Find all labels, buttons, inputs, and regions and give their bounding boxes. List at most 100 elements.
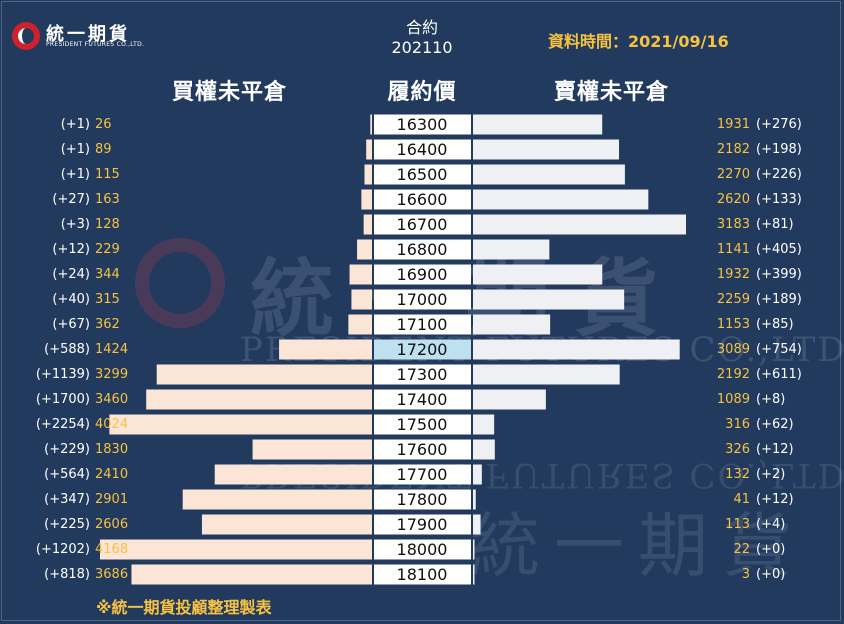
- call-bar: [279, 339, 372, 360]
- call-bar: [100, 539, 372, 560]
- put-value-label: 326: [725, 442, 750, 457]
- put-value-label: 3089: [717, 342, 750, 357]
- contract-label: 合約: [405, 18, 438, 37]
- put-bar: [473, 464, 482, 485]
- strike-cell: [374, 464, 471, 485]
- call-bar: [156, 364, 372, 385]
- put-change-label: (+133): [756, 192, 802, 207]
- put-bar: [473, 189, 649, 210]
- call-change-label: (+1): [61, 167, 90, 182]
- put-oi-title: 賣權未平倉: [554, 80, 670, 105]
- strike-cell: [374, 439, 471, 460]
- put-value-label: 1141: [717, 242, 750, 257]
- brand-english: PRESIDENT FUTURES CO.,LTD.: [46, 41, 145, 48]
- footer-note: ※統一期貨投顧整理製表: [96, 598, 272, 617]
- strike-cell: [374, 339, 471, 360]
- call-value-label: 163: [95, 192, 120, 207]
- call-bar: [361, 189, 372, 210]
- call-change-label: (+12): [52, 242, 90, 257]
- put-bar: [473, 489, 476, 510]
- call-value-label: 3686: [95, 567, 128, 582]
- call-change-label: (+3): [61, 217, 90, 232]
- put-change-label: (+611): [756, 367, 802, 382]
- put-value-label: 3183: [717, 217, 750, 232]
- call-bar: [363, 214, 372, 235]
- strike-label: 18100: [397, 565, 448, 584]
- put-change-label: (+399): [756, 267, 802, 282]
- strike-cell: [374, 239, 471, 260]
- put-value-label: 132: [725, 467, 750, 482]
- call-value-label: 2410: [95, 467, 128, 482]
- strike-label: 17500: [397, 415, 448, 434]
- put-value-label: 2620: [717, 192, 750, 207]
- put-change-label: (+754): [756, 342, 802, 357]
- call-value-label: 115: [95, 167, 120, 182]
- call-bar: [214, 464, 372, 485]
- put-change-label: (+81): [756, 217, 794, 232]
- brand-name: 統一期貨: [46, 24, 130, 45]
- call-change-label: (+229): [44, 442, 90, 457]
- put-value-label: 1931: [717, 117, 750, 132]
- put-bar: [473, 214, 686, 235]
- put-value-label: 2192: [717, 367, 750, 382]
- call-bar: [109, 414, 373, 435]
- put-bar: [473, 539, 475, 560]
- strike-title: 履約價: [387, 80, 457, 105]
- put-change-label: (+226): [756, 167, 802, 182]
- call-bar: [351, 289, 372, 310]
- strike-cell: [374, 214, 471, 235]
- strike-cell: [374, 364, 471, 385]
- put-value-label: 1153: [717, 317, 750, 332]
- call-value-label: 315: [95, 292, 120, 307]
- call-change-label: (+40): [52, 292, 90, 307]
- call-value-label: 1424: [95, 342, 128, 357]
- put-bar: [473, 314, 551, 335]
- call-bar: [252, 439, 372, 460]
- put-change-label: (+198): [756, 142, 802, 157]
- call-change-label: (+67): [52, 317, 90, 332]
- call-value-label: 4168: [95, 542, 128, 557]
- put-bar: [473, 114, 603, 135]
- call-bar: [357, 239, 372, 260]
- call-change-label: (+24): [52, 267, 90, 282]
- put-bar: [473, 139, 620, 160]
- strike-cell: [374, 139, 471, 160]
- call-value-label: 362: [95, 317, 120, 332]
- put-value-label: 2182: [717, 142, 750, 157]
- put-change-label: (+85): [756, 317, 794, 332]
- strike-cell: [374, 314, 471, 335]
- put-bar: [473, 339, 680, 360]
- call-bar: [364, 164, 372, 185]
- call-change-label: (+1): [61, 117, 90, 132]
- put-bar: [473, 389, 546, 410]
- call-change-label: (+27): [52, 192, 90, 207]
- strike-label: 16800: [397, 240, 448, 259]
- strike-cell: [374, 489, 471, 510]
- call-value-label: 4024: [95, 417, 128, 432]
- call-bar: [146, 389, 372, 410]
- put-value-label: 2270: [717, 167, 750, 182]
- put-bar: [473, 439, 495, 460]
- put-change-label: (+12): [756, 442, 794, 457]
- call-bar: [131, 564, 372, 585]
- put-value-label: 113: [725, 517, 750, 532]
- put-bar: [473, 264, 603, 285]
- call-bar: [370, 114, 372, 135]
- put-change-label: (+12): [756, 492, 794, 507]
- strike-cell: [374, 539, 471, 560]
- call-change-label: (+1202): [36, 542, 90, 557]
- strike-cell: [374, 189, 471, 210]
- put-bar: [473, 514, 481, 535]
- strike-label: 17900: [397, 515, 448, 534]
- strike-label: 16400: [397, 140, 448, 159]
- put-bar: [473, 564, 475, 585]
- call-value-label: 2901: [95, 492, 128, 507]
- strike-label: 17600: [397, 440, 448, 459]
- call-value-label: 3460: [95, 392, 128, 407]
- call-value-label: 128: [95, 217, 120, 232]
- put-bar: [473, 364, 620, 385]
- put-bar: [473, 289, 625, 310]
- strike-label: 17400: [397, 390, 448, 409]
- put-value-label: 1932: [717, 267, 750, 282]
- put-value-label: 22: [733, 542, 750, 557]
